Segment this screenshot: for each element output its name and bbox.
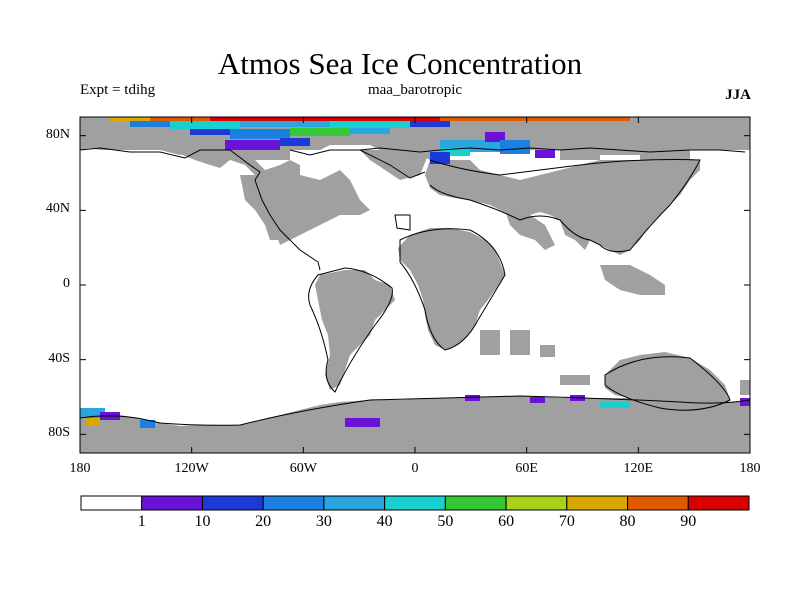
page-title: Atmos Sea Ice Concentration bbox=[217, 46, 583, 81]
colorbar-label: 80 bbox=[619, 513, 636, 530]
colorbar-label: 90 bbox=[680, 513, 697, 530]
y-tick-label: 40N bbox=[45, 201, 70, 217]
season-label: JJA bbox=[725, 87, 751, 103]
sea-ice-cells bbox=[80, 117, 750, 428]
colorbar-label: 30 bbox=[315, 513, 332, 530]
colorbar-label: 50 bbox=[437, 513, 454, 530]
y-tick-label: 0 bbox=[63, 276, 70, 291]
colorbar-label: 10 bbox=[194, 513, 211, 530]
x-tick-label: 120E bbox=[623, 461, 654, 476]
x-tick-label: 120W bbox=[174, 461, 209, 476]
y-tick-label: 80S bbox=[48, 425, 70, 441]
experiment-label: Expt = tdihg bbox=[80, 82, 156, 98]
case-label: maa_barotropic bbox=[367, 82, 463, 98]
x-tick-label: 0 bbox=[411, 461, 419, 476]
x-tick-label: 60W bbox=[289, 461, 317, 476]
y-tick-label: 80N bbox=[45, 126, 70, 142]
colorbar-label: 70 bbox=[558, 513, 575, 530]
x-tick-label: 180 bbox=[739, 461, 761, 476]
colorbar-label: 60 bbox=[498, 513, 515, 530]
land-mask bbox=[80, 117, 750, 453]
coastlines bbox=[79, 147, 751, 426]
colorbar-label: 40 bbox=[376, 513, 393, 530]
x-tick-label: 180 bbox=[69, 461, 91, 476]
colorbar-label: 1 bbox=[137, 513, 146, 530]
colorbar-label: 20 bbox=[255, 513, 272, 530]
tick-marks bbox=[79, 117, 751, 453]
y-tick-label: 40S bbox=[48, 350, 70, 366]
x-tick-label: 60E bbox=[515, 461, 538, 476]
